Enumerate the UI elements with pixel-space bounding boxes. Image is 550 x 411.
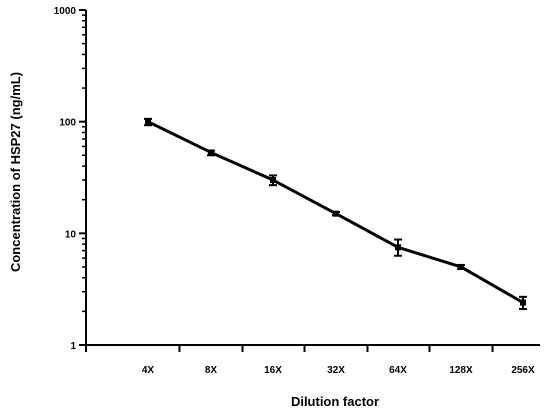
- series-group: [144, 117, 527, 311]
- x-tick-label: 256X: [511, 365, 535, 376]
- x-tick-label: 8X: [205, 365, 218, 376]
- x-axis-title: Dilution factor: [291, 394, 379, 409]
- x-tick-label: 16X: [264, 365, 282, 376]
- x-tick-label: 64X: [389, 365, 407, 376]
- data-point: [333, 210, 339, 217]
- y-tick-label: 10: [65, 229, 77, 240]
- data-point: [520, 299, 526, 306]
- data-point: [458, 263, 464, 270]
- x-tick-label: 32X: [327, 365, 345, 376]
- y-tick-label: 1000: [54, 6, 77, 17]
- y-tick-label: 1: [70, 341, 76, 352]
- y-axis-title: Concentration of HSP27 (ng/mL): [8, 72, 23, 272]
- data-point: [208, 149, 214, 156]
- y-tick-label: 100: [59, 118, 76, 129]
- data-point: [145, 118, 151, 125]
- axes: 1 10 100 1000 4X 8X 16X 32X 64X 128X 256X: [54, 6, 540, 376]
- x-tick-label: 4X: [142, 365, 155, 376]
- x-tick-label: 128X: [449, 365, 473, 376]
- data-point: [270, 177, 276, 184]
- data-point: [395, 244, 401, 251]
